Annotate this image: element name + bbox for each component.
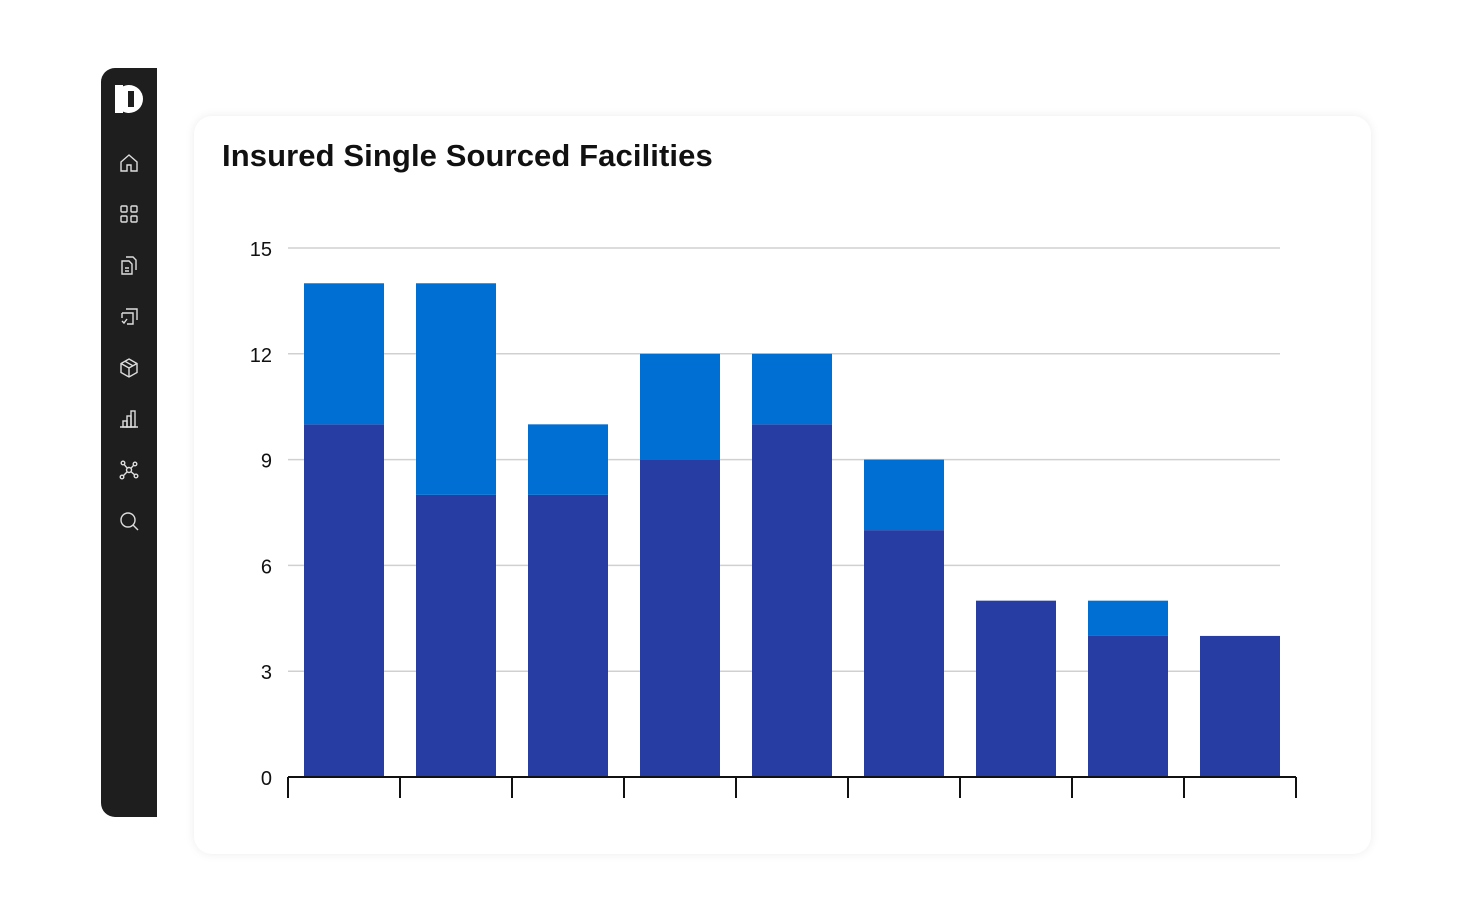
bar-segment-dark <box>864 530 944 777</box>
y-tick-label: 15 <box>250 239 272 261</box>
bar-segment-light <box>1088 600 1168 636</box>
bar-segment-light <box>304 283 384 425</box>
bar-segment-dark <box>752 424 832 777</box>
y-tick-label: 0 <box>261 768 272 790</box>
brand-logo[interactable] <box>114 84 144 114</box>
bar-segment-dark <box>1200 635 1280 777</box>
task-check-icon[interactable] <box>117 305 141 329</box>
bar-chart-icon[interactable] <box>117 407 141 431</box>
bar-segment-dark <box>304 424 384 777</box>
y-tick-label: 6 <box>261 556 272 578</box>
bar-segment-light <box>416 283 496 495</box>
documents-icon[interactable] <box>117 253 141 277</box>
bar-segment-light <box>752 353 832 425</box>
y-tick-label: 12 <box>250 345 272 367</box>
y-tick-label: 3 <box>261 662 272 684</box>
bar-segment-dark <box>976 600 1056 777</box>
chart-title: Insured Single Sourced Facilities <box>222 138 713 173</box>
sidebar <box>101 68 157 817</box>
bar-segment-dark <box>1088 635 1168 777</box>
bar-segment-dark <box>640 459 720 777</box>
bar-segment-dark <box>528 494 608 777</box>
bar-segment-light <box>528 424 608 495</box>
y-tick-label: 9 <box>261 451 272 473</box>
package-icon[interactable] <box>117 356 141 380</box>
search-icon[interactable] <box>117 509 141 533</box>
home-icon[interactable] <box>117 151 141 175</box>
grid-icon[interactable] <box>117 202 141 226</box>
network-icon[interactable] <box>117 458 141 482</box>
bar-segment-light <box>640 353 720 460</box>
bar-segment-light <box>864 459 944 531</box>
bar-segment-dark <box>416 494 496 777</box>
